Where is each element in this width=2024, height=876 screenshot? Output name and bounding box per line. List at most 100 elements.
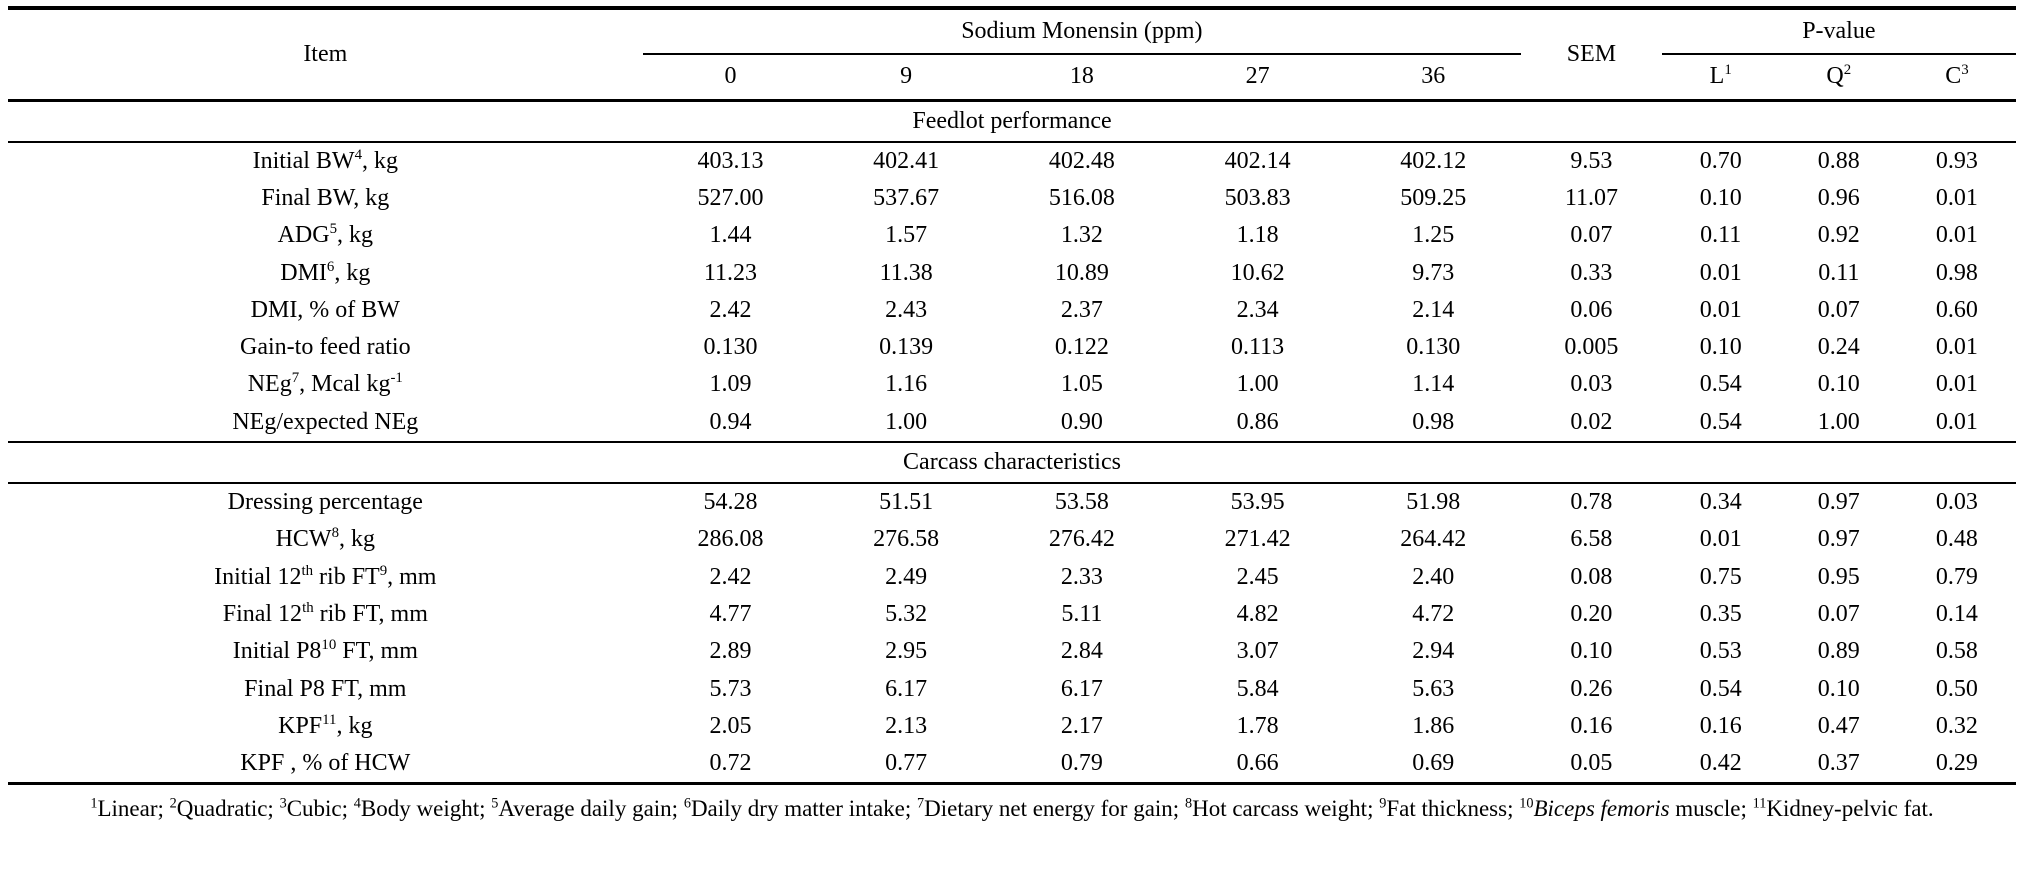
column-header-dose-27: 27 xyxy=(1245,63,1270,90)
section-title: Carcass characteristics xyxy=(8,440,2016,485)
value-cell: 0.86 xyxy=(1236,408,1279,435)
table-body: Feedlot performance Initial BW4, kg 403.13… xyxy=(8,99,2016,784)
value-cell: 10.62 xyxy=(1230,259,1285,286)
value-cell: 5.84 xyxy=(1236,675,1279,702)
column-header-quadratic: Q2 xyxy=(1826,62,1852,90)
column-group-sodium-monensin: Sodium Monensin (ppm) xyxy=(642,8,1522,56)
value-cell: 5.63 xyxy=(1412,675,1455,702)
value-cell: 264.42 xyxy=(1400,526,1467,553)
value-cell: 5.73 xyxy=(709,675,752,702)
value-cell: 51.51 xyxy=(879,489,934,516)
table-row: Final 12th rib FT, mm 4.77 5.32 5.11 4.82 4.7… xyxy=(8,596,2016,633)
value-cell: 0.42 xyxy=(1699,750,1742,777)
row-label: Final BW, kg xyxy=(261,185,390,212)
header-row-subcolumns: 0 9 18 27 36 L1 Q2 C3 xyxy=(8,54,2016,100)
value-cell: 2.45 xyxy=(1236,563,1279,590)
value-cell: 0.70 xyxy=(1699,147,1742,174)
value-cell: 0.26 xyxy=(1570,675,1613,702)
value-cell: 0.01 xyxy=(1699,259,1742,286)
value-cell: 0.10 xyxy=(1699,185,1742,212)
value-cell: 0.01 xyxy=(1935,371,1978,398)
column-header-item: Item xyxy=(303,40,348,67)
value-cell: 0.98 xyxy=(1935,259,1978,286)
table-row: DMI, % of BW 2.42 2.43 2.37 2.34 2.14 0.06 0.01… xyxy=(8,292,2016,329)
value-cell: 0.32 xyxy=(1935,712,1978,739)
value-cell: 1.00 xyxy=(1817,408,1860,435)
value-cell: 53.58 xyxy=(1054,489,1109,516)
value-cell: 2.17 xyxy=(1060,712,1103,739)
value-cell: 0.95 xyxy=(1817,563,1860,590)
row-label: DMI, % of BW xyxy=(250,296,400,323)
value-cell: 509.25 xyxy=(1400,185,1467,212)
value-cell: 0.34 xyxy=(1699,489,1742,516)
table-row: Initial BW4, kg 403.13 402.41 402.48 402.14 4… xyxy=(8,142,2016,180)
value-cell: 0.10 xyxy=(1817,371,1860,398)
value-cell: 0.11 xyxy=(1700,222,1742,249)
value-cell: 0.47 xyxy=(1817,712,1860,739)
value-cell: 4.77 xyxy=(709,600,752,627)
footnotes: 1Linear; 2Quadratic; 3Cubic; 4Body weigh… xyxy=(90,795,1934,822)
value-cell: 0.89 xyxy=(1817,638,1860,665)
table-row: Final BW, kg 527.00 537.67 516.08 503.83 509.… xyxy=(8,180,2016,217)
column-header-cubic: C3 xyxy=(1945,62,1969,90)
results-table: Item Sodium Monensin (ppm) SEM P-value 0… xyxy=(8,6,2016,786)
row-label: Final P8 FT, mm xyxy=(244,675,407,702)
value-cell: 0.03 xyxy=(1570,371,1613,398)
value-cell: 0.08 xyxy=(1570,563,1613,590)
row-label: Dressing percentage xyxy=(227,489,423,516)
value-cell: 0.79 xyxy=(1060,750,1103,777)
value-cell: 0.005 xyxy=(1564,334,1619,361)
value-cell: 0.20 xyxy=(1570,600,1613,627)
value-cell: 2.05 xyxy=(709,712,752,739)
value-cell: 0.130 xyxy=(703,334,758,361)
value-cell: 51.98 xyxy=(1406,489,1461,516)
value-cell: 402.48 xyxy=(1048,147,1115,174)
row-label: Initial BW4, kg xyxy=(252,146,399,174)
value-cell: 0.93 xyxy=(1935,147,1978,174)
value-cell: 0.97 xyxy=(1817,526,1860,553)
value-cell: 5.32 xyxy=(885,600,928,627)
value-cell: 0.16 xyxy=(1699,712,1742,739)
value-cell: 4.72 xyxy=(1412,600,1455,627)
row-label: Gain-to feed ratio xyxy=(240,334,411,361)
value-cell: 0.139 xyxy=(879,334,934,361)
value-cell: 0.03 xyxy=(1935,489,1978,516)
value-cell: 0.10 xyxy=(1817,675,1860,702)
value-cell: 2.95 xyxy=(885,638,928,665)
value-cell: 2.42 xyxy=(709,296,752,323)
table-row: Initial 12th rib FT9, mm 2.42 2.49 2.33 2.45… xyxy=(8,559,2016,596)
value-cell: 2.14 xyxy=(1412,296,1455,323)
value-cell: 0.14 xyxy=(1935,600,1978,627)
value-cell: 4.82 xyxy=(1236,600,1279,627)
value-cell: 0.29 xyxy=(1935,750,1978,777)
value-cell: 0.01 xyxy=(1935,334,1978,361)
value-cell: 2.37 xyxy=(1060,296,1103,323)
column-group-pvalue: P-value xyxy=(1661,8,2016,56)
value-cell: 527.00 xyxy=(697,185,764,212)
row-label: KPF , % of HCW xyxy=(240,750,411,777)
value-cell: 5.11 xyxy=(1061,600,1103,627)
value-cell: 6.17 xyxy=(1060,675,1103,702)
value-cell: 2.34 xyxy=(1236,296,1279,323)
column-header-dose-18: 18 xyxy=(1069,63,1094,90)
value-cell: 0.90 xyxy=(1060,408,1103,435)
value-cell: 0.122 xyxy=(1054,334,1109,361)
value-cell: 1.57 xyxy=(885,222,928,249)
value-cell: 9.73 xyxy=(1412,259,1455,286)
value-cell: 2.43 xyxy=(885,296,928,323)
row-label: Initial 12th rib FT9, mm xyxy=(214,562,437,590)
value-cell: 0.07 xyxy=(1817,296,1860,323)
table-row: NEg7, Mcal kg-1 1.09 1.16 1.05 1.00 1.14 0.03 0… xyxy=(8,366,2016,403)
value-cell: 2.40 xyxy=(1412,563,1455,590)
row-label: NEg7, Mcal kg-1 xyxy=(247,370,403,398)
value-cell: 0.66 xyxy=(1236,750,1279,777)
value-cell: 516.08 xyxy=(1048,185,1115,212)
value-cell: 276.42 xyxy=(1048,526,1115,553)
value-cell: 271.42 xyxy=(1224,526,1291,553)
row-label: DMI6, kg xyxy=(280,258,371,286)
value-cell: 402.14 xyxy=(1224,147,1291,174)
table-row: Gain-to feed ratio 0.130 0.139 0.122 0.113 0.… xyxy=(8,329,2016,366)
value-cell: 0.35 xyxy=(1699,600,1742,627)
value-cell: 0.60 xyxy=(1935,296,1978,323)
